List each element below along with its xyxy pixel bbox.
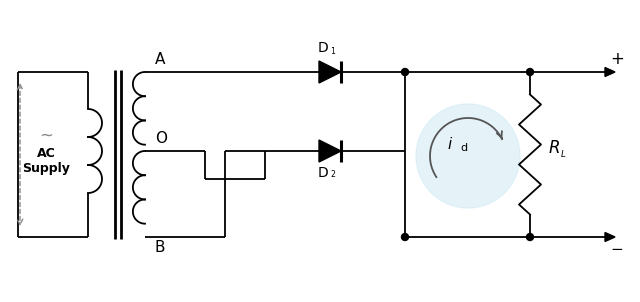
Text: AC
Supply: AC Supply — [22, 147, 70, 175]
Text: −: − — [611, 243, 623, 258]
Text: O: O — [155, 131, 167, 146]
Text: ~: ~ — [39, 127, 53, 145]
Text: $_1$: $_1$ — [330, 46, 337, 58]
Polygon shape — [319, 61, 341, 83]
Text: $_L$: $_L$ — [560, 147, 566, 160]
Text: D: D — [317, 41, 328, 55]
Text: $R$: $R$ — [548, 139, 560, 157]
Circle shape — [401, 69, 408, 76]
Text: B: B — [155, 240, 166, 255]
Circle shape — [401, 233, 408, 240]
Text: A: A — [155, 52, 165, 67]
Circle shape — [527, 69, 534, 76]
Polygon shape — [319, 140, 341, 162]
Text: d: d — [460, 143, 467, 153]
Text: $_2$: $_2$ — [330, 169, 336, 182]
Text: $i$: $i$ — [447, 136, 453, 152]
Circle shape — [527, 233, 534, 240]
Polygon shape — [605, 233, 615, 242]
Text: D: D — [317, 166, 328, 180]
Polygon shape — [605, 68, 615, 76]
Circle shape — [416, 104, 520, 208]
Text: +: + — [610, 50, 624, 68]
